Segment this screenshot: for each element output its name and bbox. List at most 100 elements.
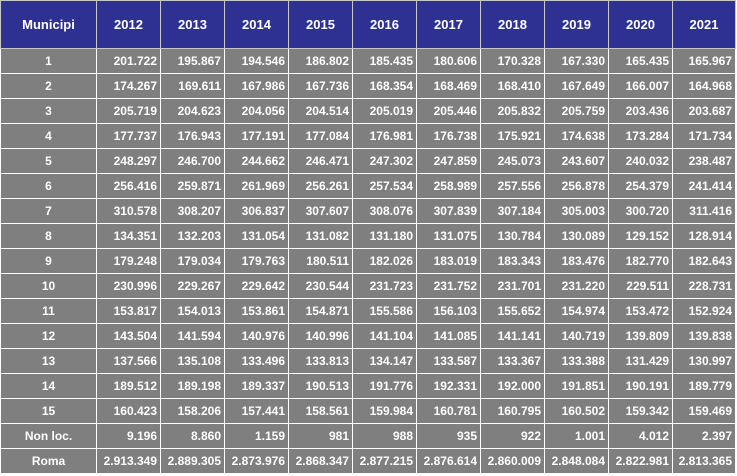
table-cell: 1.001: [544, 423, 609, 449]
table-cell: 155.652: [480, 298, 545, 324]
table-cell: 229.267: [160, 273, 225, 299]
table-cell: 230.544: [288, 273, 353, 299]
table-cell: 179.248: [96, 248, 161, 274]
table-cell: 168.410: [480, 73, 545, 99]
table-cell: 133.367: [480, 348, 545, 374]
table-cell: 204.514: [288, 98, 353, 124]
table-cell: 157.441: [224, 398, 289, 424]
table-cell: 137.566: [96, 348, 161, 374]
table-cell: 132.203: [160, 223, 225, 249]
table-row: 5 248.297 246.700 244.662 246.471 247.302 247.…: [0, 148, 736, 174]
table-cell: 243.607: [544, 148, 609, 174]
table-cell: 154.974: [544, 298, 609, 324]
table-row: Non loc. 9.196 8.860 1.159 981 988 935 922 1.001…: [0, 423, 736, 449]
table-cell: 254.379: [608, 173, 673, 199]
table-cell: 231.723: [352, 273, 417, 299]
table-cell: 158.206: [160, 398, 225, 424]
table-cell: 171.734: [672, 123, 736, 149]
column-header-year: 2017: [416, 0, 481, 49]
table-cell: 241.414: [672, 173, 736, 199]
table-cell: 205.719: [96, 98, 161, 124]
table-cell: 177.737: [96, 123, 161, 149]
table-cell: 238.487: [672, 148, 736, 174]
table-cell: 307.839: [416, 198, 481, 224]
table-row: 6 256.416 259.871 261.969 256.261 257.534 258.…: [0, 173, 736, 199]
table-cell: 180.606: [416, 48, 481, 74]
column-header-year: 2012: [96, 0, 161, 49]
table-cell: 167.736: [288, 73, 353, 99]
table-cell: 247.302: [352, 148, 417, 174]
table-row: 11 153.817 154.013 153.861 154.871 155.586 156…: [0, 298, 736, 324]
row-label: 1: [0, 48, 97, 74]
table-cell: 179.034: [160, 248, 225, 274]
table-cell: 2.813.365: [672, 448, 736, 474]
table-cell: 246.700: [160, 148, 225, 174]
table-row: 14 189.512 189.198 189.337 190.513 191.776 192…: [0, 373, 736, 399]
table-cell: 176.738: [416, 123, 481, 149]
table-cell: 231.752: [416, 273, 481, 299]
table-cell: 190.191: [608, 373, 673, 399]
table-cell: 305.003: [544, 198, 609, 224]
table-cell: 155.586: [352, 298, 417, 324]
table-cell: 205.759: [544, 98, 609, 124]
table-cell: 231.220: [544, 273, 609, 299]
row-label: 5: [0, 148, 97, 174]
row-label: 3: [0, 98, 97, 124]
table-cell: 141.085: [416, 323, 481, 349]
table-cell: 160.795: [480, 398, 545, 424]
table-cell: 190.513: [288, 373, 353, 399]
table-cell: 183.343: [480, 248, 545, 274]
table-cell: 174.638: [544, 123, 609, 149]
table-cell: 139.809: [608, 323, 673, 349]
table-cell: 167.986: [224, 73, 289, 99]
table-row: 15 160.423 158.206 157.441 158.561 159.984 160…: [0, 398, 736, 424]
row-label: 4: [0, 123, 97, 149]
table-cell: 189.512: [96, 373, 161, 399]
table-cell: 229.511: [608, 273, 673, 299]
table-cell: 141.594: [160, 323, 225, 349]
table-cell: 204.623: [160, 98, 225, 124]
column-header-year: 2013: [160, 0, 225, 49]
row-label: 10: [0, 273, 97, 299]
table-row: 10 230.996 229.267 229.642 230.544 231.723 231…: [0, 273, 736, 299]
table-cell: 182.770: [608, 248, 673, 274]
column-header-year: 2019: [544, 0, 609, 49]
table-cell: 2.868.347: [288, 448, 353, 474]
table-cell: 167.649: [544, 73, 609, 99]
column-header-year: 2014: [224, 0, 289, 49]
table-cell: 201.722: [96, 48, 161, 74]
row-label: Roma: [0, 448, 97, 474]
table-cell: 165.967: [672, 48, 736, 74]
row-label: 6: [0, 173, 97, 199]
table-cell: 229.642: [224, 273, 289, 299]
table-cell: 191.851: [544, 373, 609, 399]
table-cell: 153.472: [608, 298, 673, 324]
table-cell: 169.611: [160, 73, 225, 99]
table-cell: 159.984: [352, 398, 417, 424]
table-cell: 131.180: [352, 223, 417, 249]
table-cell: 175.921: [480, 123, 545, 149]
table-cell: 185.435: [352, 48, 417, 74]
column-header-municipi: Municipi: [0, 0, 97, 49]
table-cell: 140.719: [544, 323, 609, 349]
table-cell: 4.012: [608, 423, 673, 449]
table-cell: 160.502: [544, 398, 609, 424]
table-cell: 9.196: [96, 423, 161, 449]
table-cell: 143.504: [96, 323, 161, 349]
table-cell: 134.147: [352, 348, 417, 374]
table-cell: 135.108: [160, 348, 225, 374]
table-cell: 168.354: [352, 73, 417, 99]
table-cell: 246.471: [288, 148, 353, 174]
table-cell: 129.152: [608, 223, 673, 249]
table-cell: 186.802: [288, 48, 353, 74]
table-cell: 189.198: [160, 373, 225, 399]
table-cell: 191.776: [352, 373, 417, 399]
table-cell: 133.813: [288, 348, 353, 374]
table-cell: 179.763: [224, 248, 289, 274]
table-cell: 154.871: [288, 298, 353, 324]
column-header-year: 2016: [352, 0, 417, 49]
table-cell: 183.476: [544, 248, 609, 274]
table-cell: 130.997: [672, 348, 736, 374]
table-cell: 160.423: [96, 398, 161, 424]
table-cell: 133.388: [544, 348, 609, 374]
